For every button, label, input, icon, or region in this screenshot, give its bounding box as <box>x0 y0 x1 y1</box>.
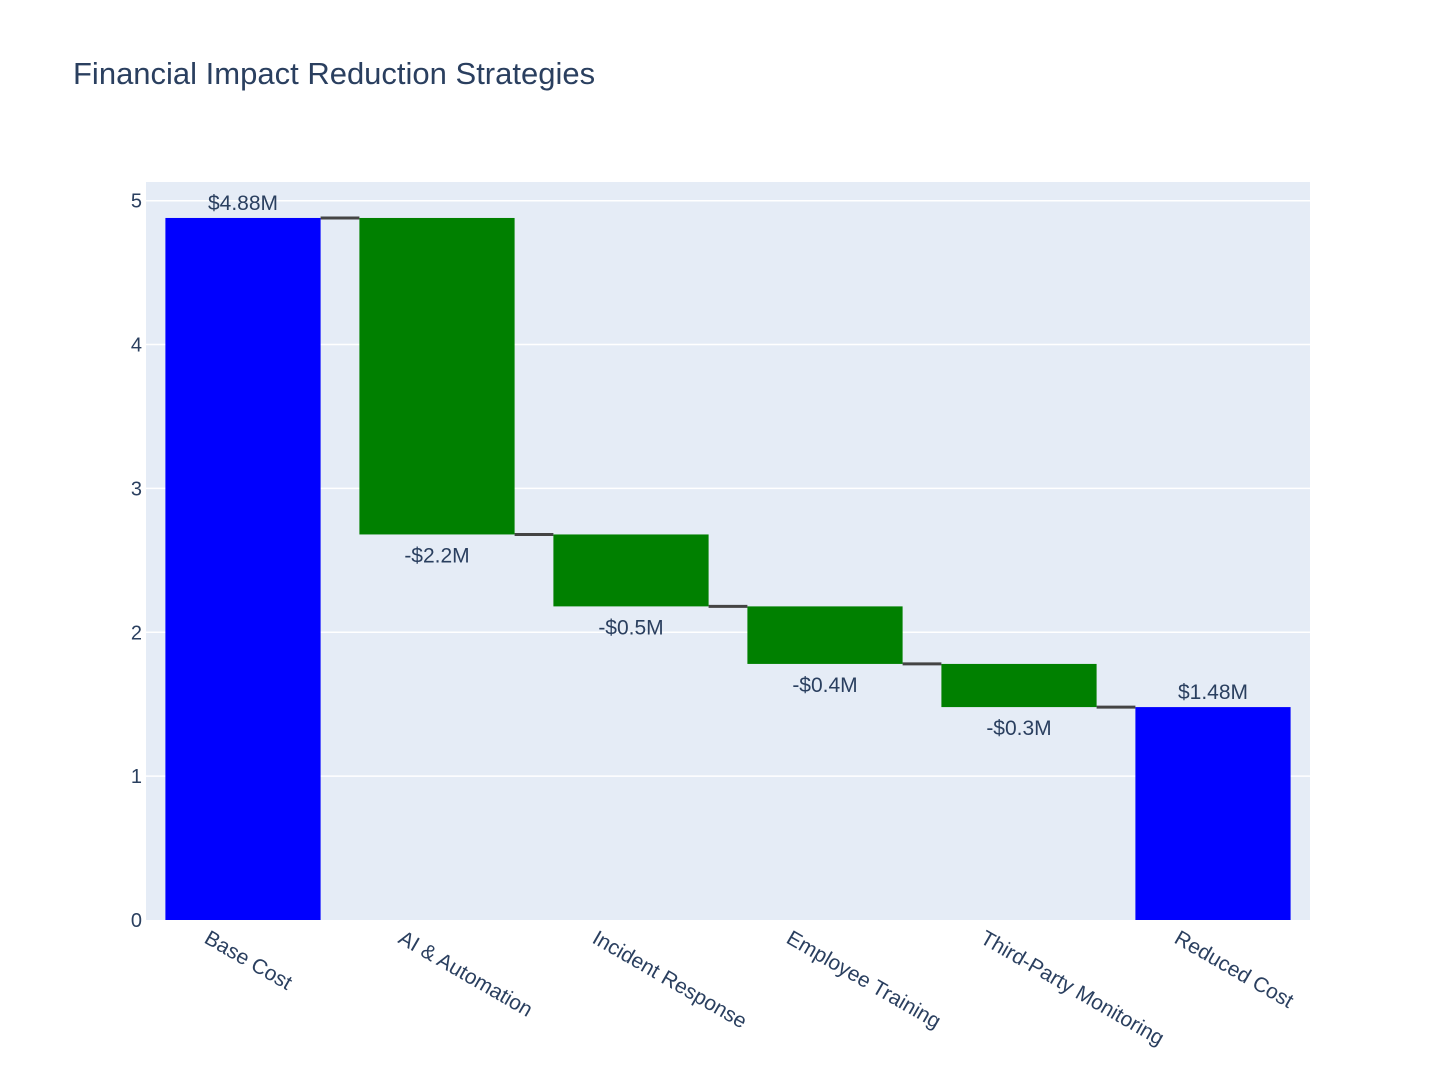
plot-background <box>146 182 1310 920</box>
bar-third-party-monitoring <box>941 663 1097 708</box>
x-tick-label: Base Cost <box>201 926 297 994</box>
bar-incident-response <box>553 534 709 607</box>
x-tick-label: AI & Automation <box>395 926 537 1021</box>
data-label: -$0.3M <box>986 717 1051 740</box>
bar-ai-automation <box>359 217 515 535</box>
y-tick-label: 1 <box>131 766 142 788</box>
data-label: $4.88M <box>208 192 278 215</box>
data-label: -$0.4M <box>792 674 857 697</box>
data-label: $1.48M <box>1178 681 1248 704</box>
data-label: -$0.5M <box>598 616 663 639</box>
x-tick-label: Third-Party Monitoring <box>977 926 1168 1050</box>
y-tick-label: 2 <box>131 622 142 644</box>
data-label: -$2.2M <box>404 544 469 567</box>
bar-reduced-cost <box>1135 707 1291 920</box>
y-tick-label: 4 <box>131 335 142 357</box>
bar-employee-training <box>747 606 903 664</box>
x-tick-label: Incident Response <box>589 926 751 1033</box>
chart-title: Financial Impact Reduction Strategies <box>73 56 596 91</box>
y-tick-label: 5 <box>131 191 142 213</box>
x-tick-label: Reduced Cost <box>1171 926 1298 1013</box>
bar-base-cost <box>165 217 321 920</box>
y-tick-label: 3 <box>131 478 142 500</box>
x-tick-label: Employee Training <box>783 926 945 1033</box>
y-tick-label: 0 <box>131 910 142 932</box>
